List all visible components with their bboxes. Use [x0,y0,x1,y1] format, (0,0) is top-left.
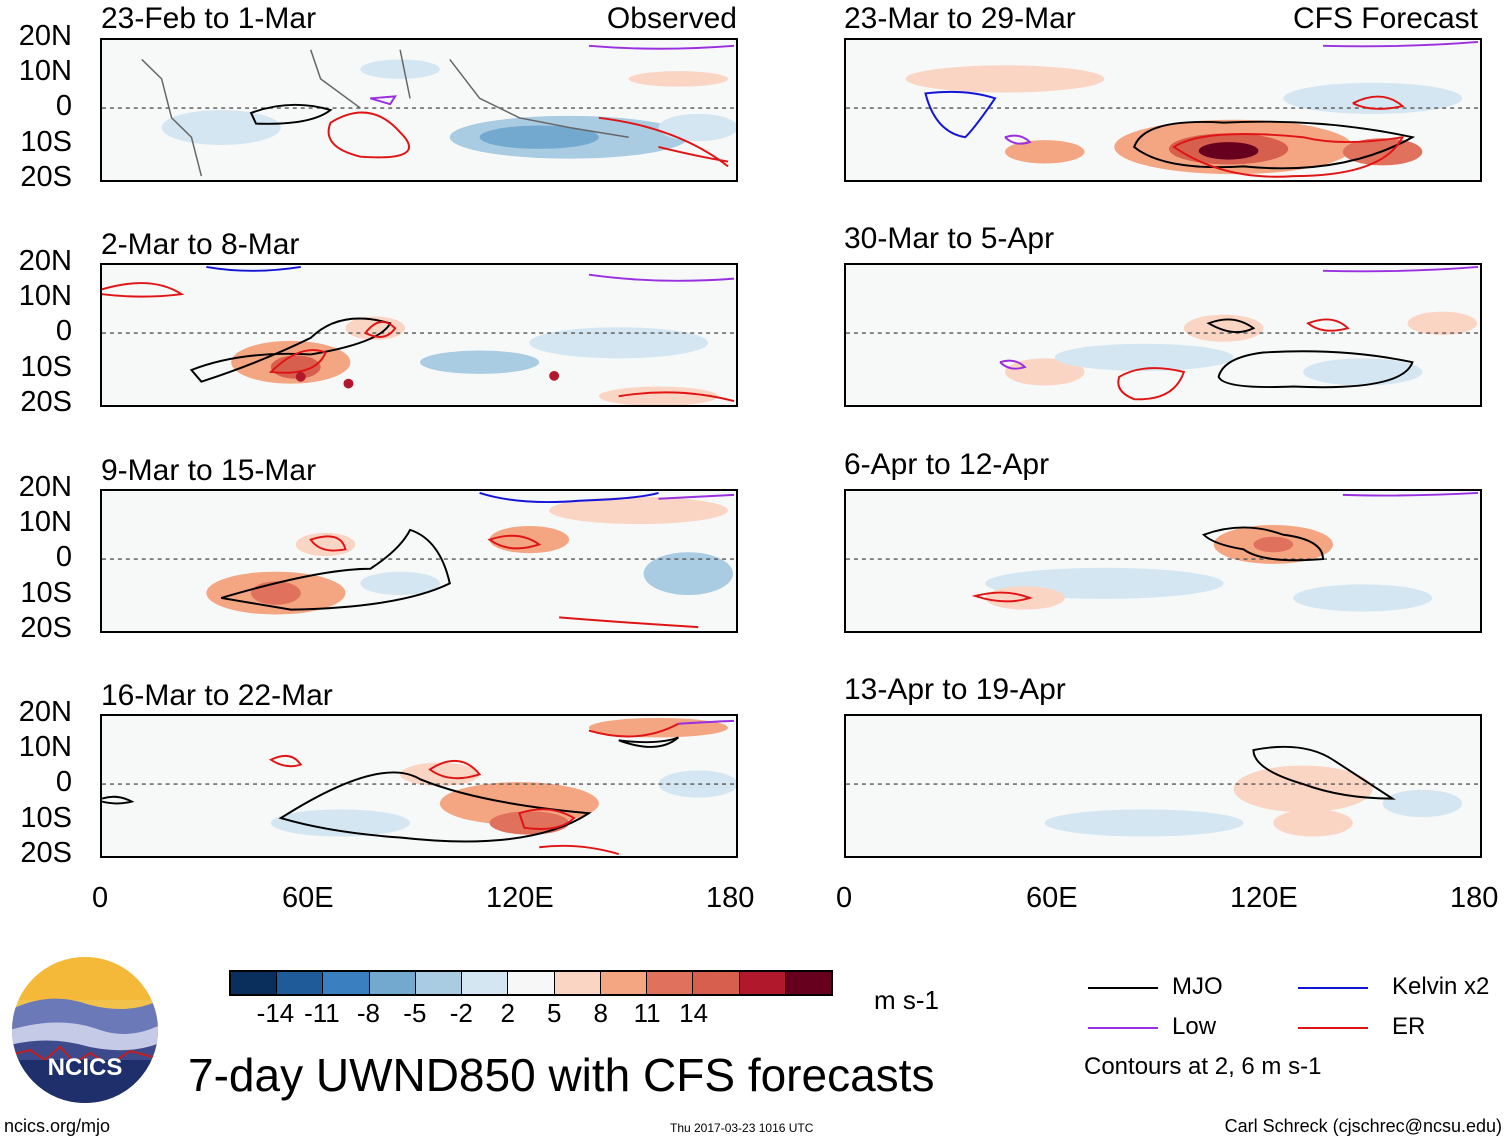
colorbar-swatch [277,972,324,994]
lat-label: 20S [20,837,72,869]
colorbar-swatch [323,972,370,994]
map-panel-4 [100,714,738,858]
panel-3-title: 9-Mar to 15-Mar [101,454,317,487]
lat-label: 20S [20,612,72,644]
lon-label-right: 0 [836,882,853,914]
colorbar-swatch [693,972,740,994]
legend-line-kelvin [1298,987,1368,989]
lat-label: 10N [18,731,72,763]
colorbar-swatch [600,972,648,994]
lat-label: 20S [20,386,72,418]
lat-axis-panel-4: 20N 10N 0 10S 20S [2,698,72,878]
map-panel-5 [844,38,1482,182]
lat-label: 20N [18,696,72,728]
ncics-logo: NCICS [10,955,160,1105]
colorbar-units: m s-1 [874,985,939,1015]
colorbar-swatch [369,972,416,994]
panel-8-title: 13-Apr to 19-Apr [844,673,1066,706]
legend-label-mjo: MJO [1172,973,1223,1000]
lat-label: 10N [18,280,72,312]
panel-4-title: 16-Mar to 22-Mar [101,679,333,712]
lat-label: 20N [18,245,72,277]
colorbar-tick-label: 14 [679,998,709,1028]
map-panel-8 [844,714,1482,858]
panel-2-title: 2-Mar to 8-Mar [101,228,300,261]
lat-axis-panel-3: 20N 10N 0 10S 20S [2,473,72,653]
colorbar-swatch [739,972,786,994]
legend-note: Contours at 2, 6 m s-1 [1084,1053,1322,1080]
colorbar-tick-label: -2 [449,998,473,1028]
footer-author: Carl Schreck (cjschrec@ncsu.edu) [1224,1116,1502,1136]
legend-line-low [1088,1027,1158,1029]
lat-label: 10S [20,577,72,609]
panel-5-title: 23-Mar to 29-Mar [844,2,1076,35]
colorbar-swatch [231,972,278,994]
lat-axis-panel-2: 20N 10N 0 10S 20S [2,247,72,427]
colorbar-swatch [647,972,694,994]
footer-timestamp: Thu 2017-03-23 1016 UTC [670,1121,814,1135]
logo-text: NCICS [48,1054,123,1081]
colorbar-tick-label: 2 [500,998,515,1028]
legend-label-er: ER [1392,1013,1426,1040]
colorbar-tick-label: -14 [256,998,295,1028]
colorbar-tick-label: 11 [633,998,661,1028]
lon-label-left: 180 [706,882,755,914]
legend-line-er [1298,1027,1368,1029]
colorbar-swatch [508,972,555,994]
map-panel-3 [100,489,738,633]
colorbar-tick-label: -11 [304,998,340,1028]
colorbar-tick-label: 8 [593,998,608,1028]
lat-label: 10S [20,802,72,834]
colorbar-tick-label: -8 [356,998,380,1028]
lon-label-left: 0 [92,882,109,914]
footer-url: ncics.org/mjo [4,1116,111,1136]
colorbar-tick-label: 5 [546,998,562,1028]
lon-label-left: 120E [486,882,554,914]
lon-label-right: 120E [1230,882,1298,914]
lat-label: 10N [18,506,72,538]
legend-label-low: Low [1172,1013,1217,1040]
lat-label: 20N [18,20,72,52]
colorbar-swatch [415,972,463,994]
legend-line-mjo [1088,987,1158,989]
panel-7-title: 6-Apr to 12-Apr [844,448,1050,481]
colorbar-swatch [554,972,601,994]
lon-label-right: 60E [1026,882,1078,914]
lat-label: 10N [18,55,72,87]
legend-label-kelvin: Kelvin x2 [1392,973,1490,1000]
panel-5-tag: CFS Forecast [1292,2,1478,35]
lat-label: 0 [55,766,72,798]
lat-label: 20N [18,471,72,503]
colorbar-ticks: -14 -11 -8 -5 -2 2 5 8 11 14 [229,998,833,1028]
lat-axis-panel-1: 20N 10N 0 10S 20S [2,22,72,202]
lat-label: 0 [55,315,72,347]
lat-label: 10S [20,126,72,158]
lat-label: 0 [55,90,72,122]
lon-label-left: 60E [282,882,334,914]
panel-6-title: 30-Mar to 5-Apr [844,222,1055,255]
colorbar [229,970,833,996]
map-panel-2 [100,263,738,407]
lat-label: 0 [55,541,72,573]
lat-label: 10S [20,351,72,383]
map-panel-1 [100,38,738,182]
figure-title: 7-day UWND850 with CFS forecasts [188,1049,935,1101]
panel-1-title: 23-Feb to 1-Mar [101,2,317,35]
map-panel-6 [844,263,1482,407]
legend: MJO Kelvin x2 Low ER Contours at 2, 6 m … [1084,973,1508,1085]
colorbar-tick-label: -5 [403,998,427,1028]
colorbar-swatch [462,972,509,994]
lon-label-right: 180 [1450,882,1499,914]
colorbar-swatch [785,972,832,994]
lat-label: 20S [20,161,72,193]
panel-1-tag: Observed [606,2,737,35]
map-panel-7 [844,489,1482,633]
